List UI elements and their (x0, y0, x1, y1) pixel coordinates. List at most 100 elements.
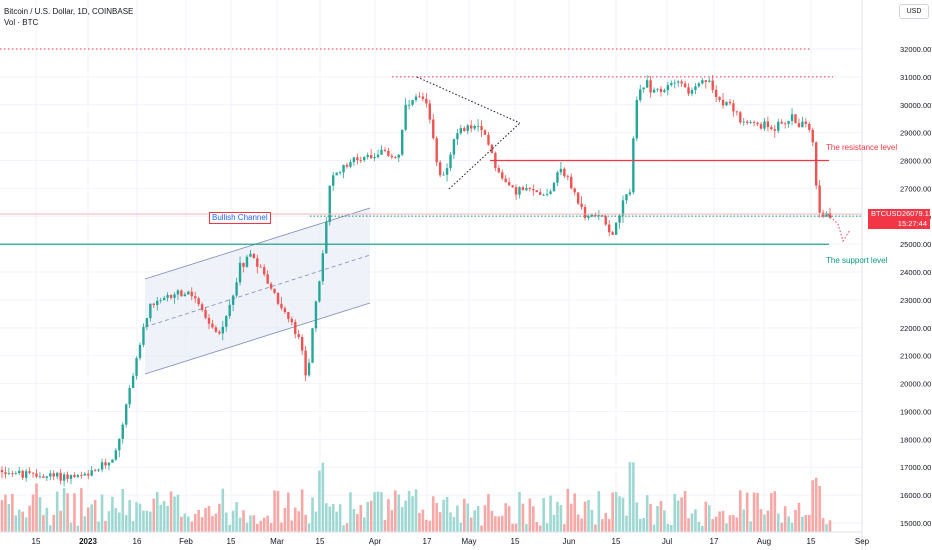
candle-body (590, 214, 594, 217)
volume-bar (49, 525, 52, 532)
candle-body (794, 114, 797, 124)
candle-body (570, 176, 573, 189)
candle-body (642, 87, 645, 90)
candle-body (435, 138, 438, 163)
volume-bar (11, 493, 14, 532)
volume-bar (483, 505, 487, 532)
volume-bar (621, 497, 625, 532)
volume-bar (404, 500, 407, 532)
candle-body (587, 216, 590, 218)
price-tag-price: 26079.13 (901, 209, 932, 218)
volume-bar (373, 492, 376, 532)
volume-bar (694, 509, 697, 532)
volume-bar (542, 497, 545, 532)
volume-bar (797, 502, 801, 532)
candle-body (328, 185, 331, 223)
volume-bar (783, 506, 787, 532)
currency-badge[interactable]: USD (899, 4, 929, 19)
horizontal-levels[interactable] (0, 48, 862, 245)
candle-body (14, 473, 17, 474)
volume-bar (97, 521, 100, 532)
candle-body (673, 82, 676, 84)
volume-bar (469, 517, 473, 532)
candle-body (352, 157, 356, 163)
volume-bar (456, 505, 459, 532)
volume-bar (14, 515, 18, 532)
y-tick-label: 19000.00 (900, 407, 931, 416)
candle-body (218, 331, 221, 334)
volume-bar (742, 509, 746, 532)
support-label[interactable]: The support level (826, 256, 888, 265)
candle-body (235, 282, 238, 296)
x-tick-label: Jun (563, 537, 576, 546)
candle-body (187, 291, 190, 295)
symbol-title: Bitcoin / U.S. Dollar, 1D, COINBASE (4, 7, 134, 16)
volume-bar (552, 514, 556, 532)
candle-body (721, 99, 725, 106)
volume-bar (17, 509, 21, 532)
candlesticks (0, 75, 832, 487)
volume-bar (280, 522, 283, 532)
volume-bar (252, 515, 256, 532)
candle-body (332, 175, 335, 186)
volume-bar (418, 512, 421, 532)
volume-bar (794, 510, 797, 532)
price-tag-countdown: 15:27:44 (897, 219, 927, 228)
candle-body (497, 168, 500, 173)
candle-body (228, 304, 231, 317)
volume-bar (197, 509, 200, 532)
volume-bar (307, 523, 311, 532)
candle-body (632, 138, 635, 193)
candle-body (31, 472, 35, 474)
candle-body (628, 192, 632, 195)
price-axis[interactable]: 15000.00 16000.00 17000.00 18000.00 19000.00… (861, 0, 931, 550)
candle-body (290, 318, 293, 322)
volume-bar (466, 503, 470, 532)
bullish-channel-label[interactable]: Bullish Channel (209, 212, 271, 224)
volume-bar (187, 516, 190, 532)
time-axis[interactable]: 15 2023 16 Feb 15 Mar 15 Apr 17 May 15 Jun 15 Jul 17 Au… (0, 531, 870, 546)
candle-body (73, 474, 76, 477)
volume-bar (380, 492, 383, 532)
candle-body (677, 81, 680, 83)
volume-bar (369, 500, 373, 532)
candle-body (580, 203, 583, 208)
price-tag-symbol: BTCUSD (871, 209, 902, 218)
candle-body (121, 424, 124, 439)
volume-bar (494, 516, 497, 532)
volume-bar (635, 502, 639, 532)
candle-body (787, 120, 790, 124)
volume-bar (224, 512, 228, 532)
candle-body (249, 253, 252, 257)
candle-body (442, 174, 445, 176)
volume-bar (352, 509, 356, 532)
candle-body (297, 334, 300, 338)
volume-bar (780, 522, 783, 532)
volume-bar (335, 511, 338, 532)
triangle-upper-line (416, 76, 521, 124)
resistance-label[interactable]: The resistance level (826, 143, 898, 152)
y-tick-label: 29000.00 (900, 129, 931, 138)
volume-bar (559, 505, 563, 532)
volume-bar (297, 511, 300, 532)
candle-body (828, 213, 832, 218)
volume-bar (28, 505, 31, 532)
drawings[interactable] (416, 76, 851, 243)
candle-body (197, 298, 200, 305)
candle-body (169, 295, 173, 298)
candle-body (304, 350, 307, 376)
volume-bar (697, 521, 701, 532)
candle-body (763, 121, 766, 129)
bullish-channel[interactable] (144, 207, 371, 375)
volume-bar (656, 506, 659, 532)
volume-bar (152, 498, 156, 532)
volume-bar (673, 493, 677, 532)
candle-body (476, 125, 480, 127)
channel-upper-line (144, 207, 371, 280)
candle-body (80, 475, 83, 476)
candle-body (449, 154, 452, 169)
candle-body (549, 191, 552, 194)
volume-bar (801, 516, 804, 532)
volume-bar (580, 518, 583, 532)
